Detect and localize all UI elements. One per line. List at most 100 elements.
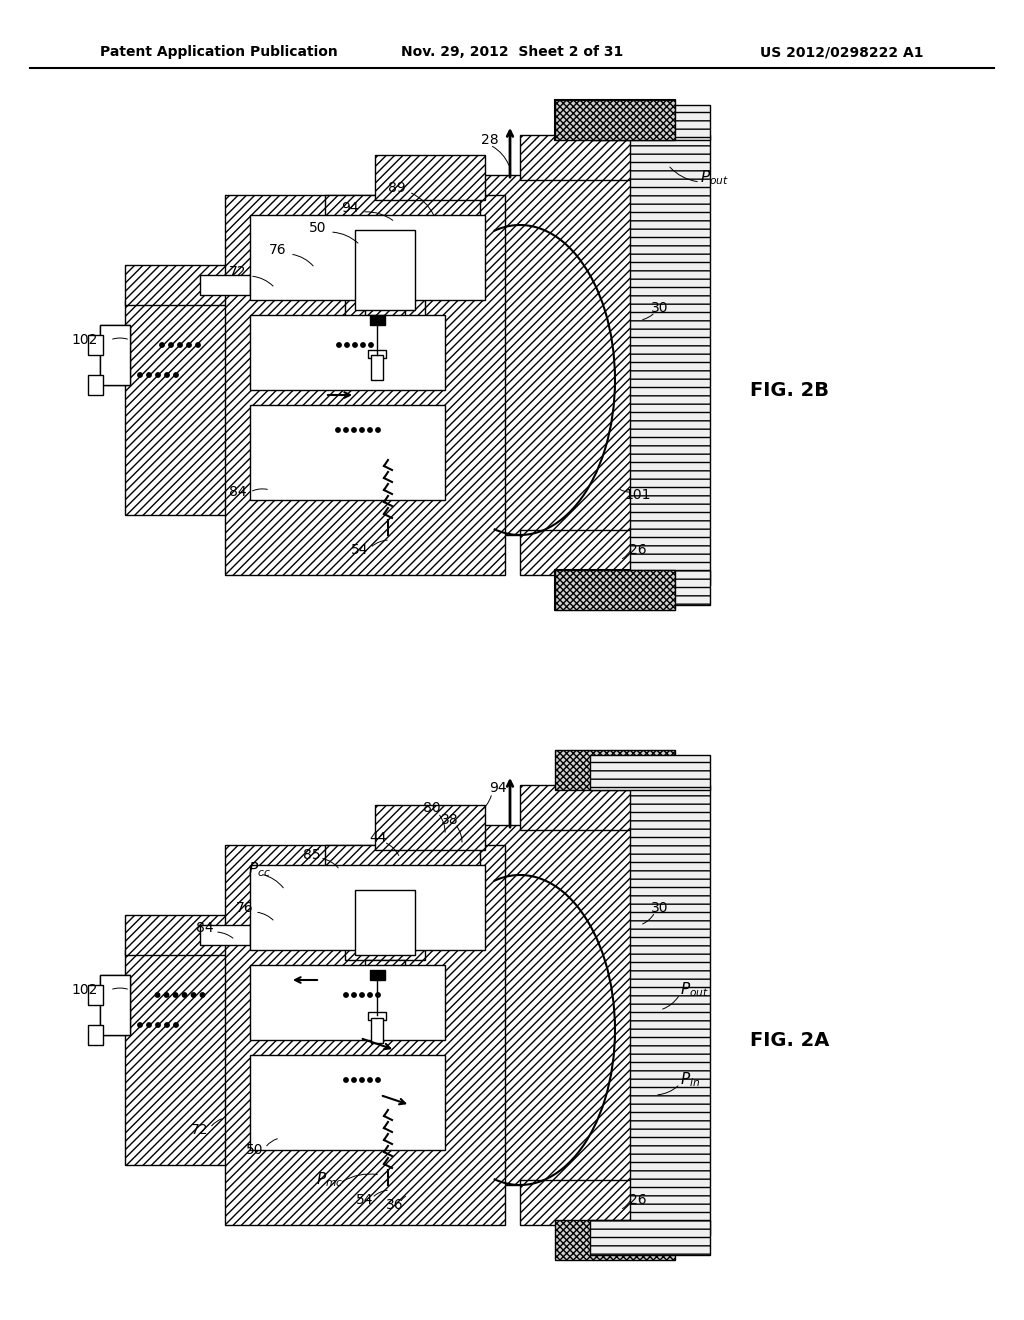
Bar	[88, 985, 103, 1005]
Bar	[470, 176, 675, 535]
Circle shape	[186, 343, 191, 347]
Text: 89: 89	[388, 181, 406, 195]
Bar	[225, 845, 505, 1225]
Bar	[470, 205, 635, 515]
Text: 50: 50	[246, 1143, 264, 1158]
Bar	[125, 950, 245, 1166]
Text: $P_{in}$: $P_{in}$	[680, 1071, 700, 1089]
Bar	[250, 865, 485, 950]
Bar	[520, 785, 675, 830]
Circle shape	[182, 993, 186, 997]
Bar	[100, 325, 130, 385]
Bar	[371, 1018, 383, 1043]
Text: 94: 94	[341, 201, 358, 215]
Text: 94: 94	[489, 781, 507, 795]
Circle shape	[359, 1078, 365, 1082]
Circle shape	[169, 343, 173, 347]
Circle shape	[369, 343, 373, 347]
Bar	[555, 750, 675, 789]
Text: 26: 26	[629, 543, 647, 557]
Circle shape	[353, 343, 357, 347]
Circle shape	[360, 343, 366, 347]
Bar	[125, 265, 245, 305]
Bar	[555, 570, 675, 610]
Bar	[630, 785, 710, 1236]
Bar	[555, 100, 675, 140]
Circle shape	[368, 993, 372, 997]
Bar	[250, 315, 445, 389]
Circle shape	[146, 372, 152, 378]
Circle shape	[174, 372, 178, 378]
Text: 84: 84	[229, 484, 247, 499]
Text: 30: 30	[651, 301, 669, 315]
Text: $P_{mc}$: $P_{mc}$	[316, 1171, 344, 1189]
Bar	[375, 154, 485, 201]
Text: 102: 102	[72, 333, 98, 347]
Circle shape	[352, 993, 356, 997]
Text: $P_{out}$: $P_{out}$	[700, 169, 729, 187]
Circle shape	[138, 372, 142, 378]
Circle shape	[178, 343, 182, 347]
Text: 80: 80	[423, 801, 440, 814]
Bar	[630, 135, 710, 585]
Bar	[590, 1220, 710, 1255]
Text: 102: 102	[72, 983, 98, 997]
Bar	[370, 970, 385, 979]
Circle shape	[156, 1023, 160, 1027]
Bar	[88, 375, 103, 395]
Circle shape	[376, 428, 380, 432]
Circle shape	[201, 993, 205, 997]
Circle shape	[336, 428, 340, 432]
Text: FIG. 2B: FIG. 2B	[751, 380, 829, 400]
Text: 30: 30	[651, 902, 669, 915]
Bar	[555, 100, 675, 140]
Bar	[100, 325, 130, 385]
Bar	[88, 335, 103, 355]
Circle shape	[359, 428, 365, 432]
Text: 28: 28	[481, 133, 499, 147]
Text: 72: 72	[229, 265, 247, 279]
Bar	[88, 1026, 103, 1045]
Bar	[555, 1220, 675, 1261]
Circle shape	[337, 343, 341, 347]
Circle shape	[156, 372, 160, 378]
Text: 38: 38	[441, 813, 459, 828]
Bar	[371, 355, 383, 380]
Text: 54: 54	[351, 543, 369, 557]
Bar	[368, 350, 386, 358]
Text: Nov. 29, 2012  Sheet 2 of 31: Nov. 29, 2012 Sheet 2 of 31	[400, 45, 624, 59]
Bar	[375, 805, 485, 850]
Bar	[470, 855, 635, 1166]
Bar	[370, 315, 385, 325]
Bar	[520, 135, 675, 180]
Circle shape	[368, 428, 372, 432]
Bar	[100, 975, 130, 1035]
Circle shape	[352, 1078, 356, 1082]
Text: Patent Application Publication: Patent Application Publication	[100, 45, 338, 59]
Bar	[200, 275, 250, 294]
Bar	[225, 195, 505, 576]
Circle shape	[138, 1023, 142, 1027]
Text: US 2012/0298222 A1: US 2012/0298222 A1	[761, 45, 924, 59]
Bar	[100, 975, 130, 1035]
Circle shape	[156, 993, 160, 997]
Circle shape	[345, 343, 349, 347]
Text: 26: 26	[629, 1193, 647, 1206]
Text: 84: 84	[197, 921, 214, 935]
Bar	[250, 215, 485, 300]
Bar	[520, 1180, 675, 1225]
Text: 36: 36	[386, 1199, 403, 1212]
Bar	[200, 925, 250, 945]
Bar	[470, 825, 675, 1185]
Bar	[345, 220, 425, 319]
Text: 76: 76	[237, 902, 254, 915]
Circle shape	[146, 1023, 152, 1027]
Bar	[365, 960, 406, 979]
Circle shape	[174, 1023, 178, 1027]
Text: 101: 101	[625, 488, 651, 502]
Text: 72: 72	[191, 1123, 209, 1137]
Text: 44: 44	[370, 832, 387, 845]
Bar	[325, 195, 480, 246]
Text: $P_{cc}$: $P_{cc}$	[248, 861, 270, 879]
Circle shape	[160, 343, 164, 347]
